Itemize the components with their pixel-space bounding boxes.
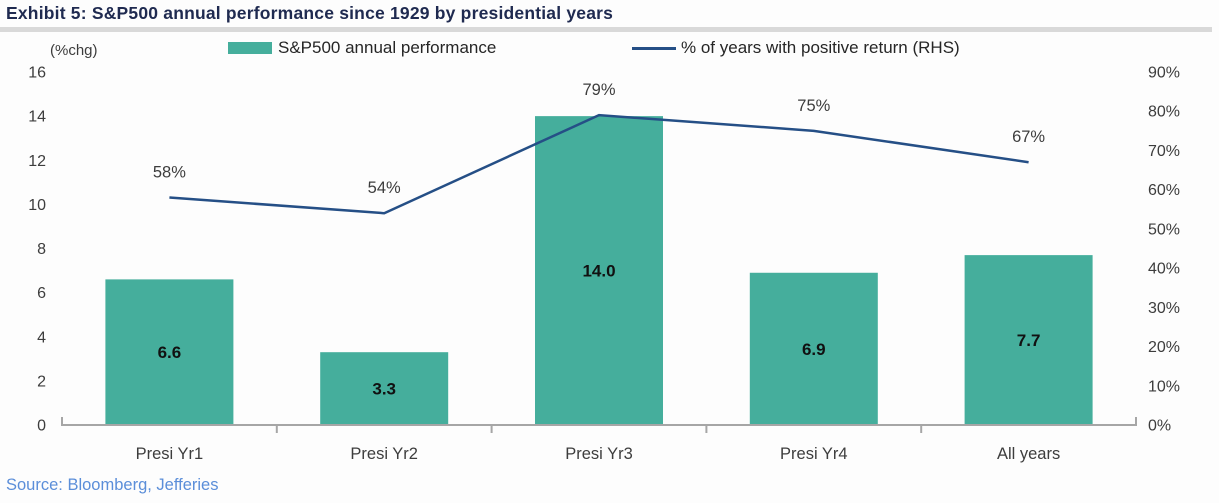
category-label: All years xyxy=(997,445,1060,463)
title-divider xyxy=(0,27,1212,32)
line-value-label: 54% xyxy=(368,179,401,197)
left-axis-tick-label: 14 xyxy=(28,109,46,126)
left-axis-tick-label: 6 xyxy=(37,285,46,302)
positive-return-line xyxy=(169,113,1029,215)
right-axis-tick-label: 20% xyxy=(1148,339,1180,356)
right-axis-tick-label: 30% xyxy=(1148,300,1180,317)
bar-value-label: 6.9 xyxy=(802,340,826,359)
legend-item-line-series: % of years with positive return (RHS) xyxy=(632,36,960,60)
right-axis-tick-label: 40% xyxy=(1148,261,1180,278)
category-label: Presi Yr3 xyxy=(565,445,633,463)
line-value-label: 67% xyxy=(1012,128,1045,146)
x-axis-line xyxy=(61,417,1137,426)
chart-title: Exhibit 5: S&P500 annual performance sin… xyxy=(6,3,614,23)
left-axis-tick-label: 8 xyxy=(37,241,46,258)
bar-value-label: 3.3 xyxy=(372,380,396,399)
legend-item-bar-series: S&P500 annual performance xyxy=(228,36,496,60)
bar-value-label: 14.0 xyxy=(582,262,615,281)
left-axis-unit-label: (%chg) xyxy=(50,42,98,59)
bar-presi-yr3 xyxy=(535,116,663,425)
right-axis-tick-label: 90% xyxy=(1148,65,1180,82)
bar-series-swatch-icon xyxy=(228,42,272,54)
bar-all-years xyxy=(964,255,1093,425)
bar-presi-yr2 xyxy=(320,352,449,425)
line-series-swatch-icon xyxy=(632,46,676,50)
left-axis-tick-label: 16 xyxy=(28,65,46,82)
bar-series-legend-label: S&P500 annual performance xyxy=(278,38,497,57)
line-value-label: 79% xyxy=(582,81,615,99)
left-axis-tick-label: 4 xyxy=(37,329,46,346)
left-axis-tick-label: 12 xyxy=(28,153,46,170)
source-note: Source: Bloomberg, Jefferies xyxy=(6,476,219,494)
category-label: Presi Yr1 xyxy=(136,445,204,463)
right-axis-tick-label: 50% xyxy=(1148,221,1180,238)
category-label: Presi Yr4 xyxy=(780,445,848,463)
line-value-label: 75% xyxy=(797,97,830,115)
left-axis-tick-label: 2 xyxy=(37,373,46,390)
category-label: Presi Yr2 xyxy=(350,445,418,463)
right-axis-tick-label: 10% xyxy=(1148,378,1180,395)
line-series-legend-label: % of years with positive return (RHS) xyxy=(681,38,960,57)
left-axis-tick-label: 10 xyxy=(28,197,46,214)
right-axis-tick-label: 60% xyxy=(1148,182,1180,199)
right-axis-tick-label: 70% xyxy=(1148,143,1180,160)
right-axis-tick-label: 80% xyxy=(1148,104,1180,121)
bar-presi-yr4 xyxy=(749,272,878,425)
left-axis-tick-label: 0 xyxy=(37,418,46,435)
right-axis-tick-label: 0% xyxy=(1148,418,1171,435)
bar-value-label: 7.7 xyxy=(1017,331,1041,350)
bar-presi-yr1 xyxy=(105,279,234,425)
line-value-label: 58% xyxy=(153,164,186,182)
bar-value-label: 6.6 xyxy=(158,343,182,362)
